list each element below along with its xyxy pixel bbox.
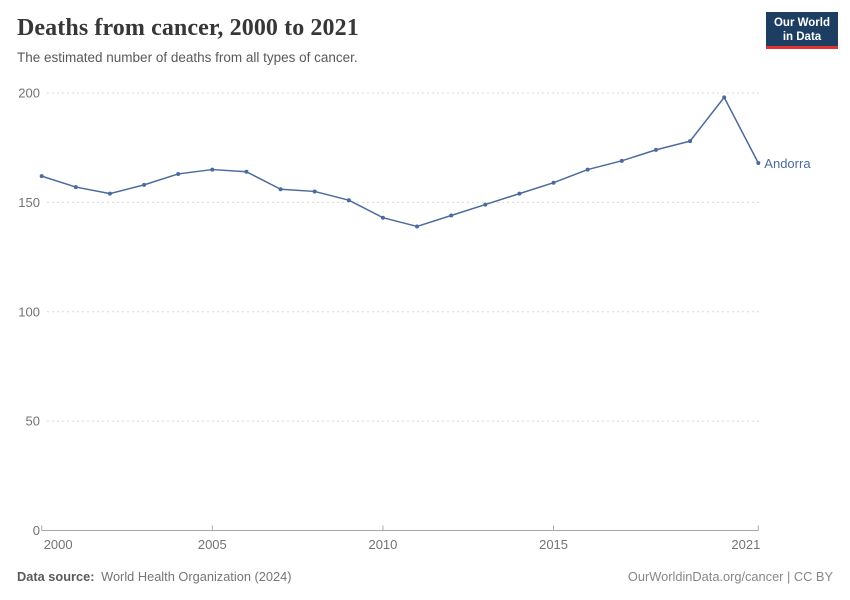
data-point[interactable]	[142, 182, 147, 187]
owid-logo[interactable]: Our World in Data	[766, 12, 838, 49]
data-point[interactable]	[517, 191, 522, 196]
data-point[interactable]	[176, 171, 181, 176]
chart-subtitle: The estimated number of deaths from all …	[17, 49, 358, 65]
data-point[interactable]	[73, 185, 78, 190]
x-tick-label: 2005	[198, 537, 227, 552]
data-point[interactable]	[653, 147, 658, 152]
data-point[interactable]	[380, 215, 385, 220]
data-line	[40, 96, 760, 228]
y-tick-label: 0	[33, 523, 40, 538]
chart-footer: Data source: World Health Organization (…	[17, 569, 833, 584]
x-tick-label: 2015	[539, 537, 568, 552]
x-tick-label: 2000	[44, 537, 73, 552]
series-label[interactable]: Andorra	[764, 156, 811, 171]
data-point[interactable]	[756, 161, 761, 165]
data-point[interactable]	[722, 95, 727, 100]
data-source-value: World Health Organization (2024)	[101, 569, 292, 584]
data-point[interactable]	[346, 198, 351, 203]
data-point[interactable]	[585, 167, 590, 172]
data-point[interactable]	[483, 202, 488, 207]
data-source: Data source: World Health Organization (…	[17, 569, 292, 584]
y-tick-label: 100	[18, 304, 40, 319]
chart-header: Deaths from cancer, 2000 to 2021 The est…	[17, 14, 359, 66]
data-point[interactable]	[688, 139, 693, 144]
x-tick-label: 2021	[731, 537, 760, 552]
x-tick-label: 2010	[368, 537, 397, 552]
credit: OurWorldinData.org/cancer | CC BY	[627, 569, 833, 584]
data-point[interactable]	[39, 174, 44, 179]
data-point[interactable]	[244, 169, 249, 174]
data-point[interactable]	[210, 167, 215, 172]
data-point[interactable]	[278, 187, 283, 192]
y-tick-label: 50	[26, 414, 40, 429]
page-title: Deaths from cancer, 2000 to 2021	[17, 15, 359, 41]
owid-logo-line1: Our World	[773, 17, 830, 29]
data-point[interactable]	[619, 158, 624, 163]
data-point[interactable]	[551, 180, 556, 185]
y-tick-label: 200	[18, 86, 40, 101]
owid-logo-line2: in Data	[782, 31, 822, 43]
data-point[interactable]	[449, 213, 454, 218]
data-source-label: Data source:	[17, 569, 95, 584]
data-point[interactable]	[415, 224, 420, 229]
y-tick-label: 150	[18, 195, 40, 210]
data-point[interactable]	[107, 191, 112, 196]
data-point[interactable]	[312, 189, 317, 194]
